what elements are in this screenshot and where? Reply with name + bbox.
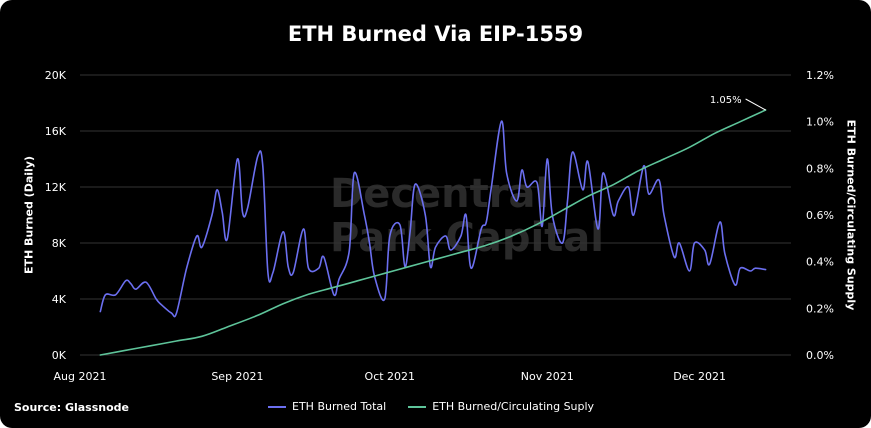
chart-title: ETH Burned Via EIP-1559: [287, 22, 584, 46]
y-right-tick-label: 1.0%: [806, 116, 834, 129]
legend-swatch-supply: [408, 405, 427, 408]
series-lines: [99, 109, 767, 356]
y-right-tick-label: 0.8%: [806, 162, 834, 175]
legend-label-burned: ETH Burned Total: [292, 400, 387, 413]
x-tick-label: Dec 2021: [673, 370, 726, 383]
y-left-tick-label: 0K: [52, 349, 67, 362]
x-tick-label: Nov 2021: [521, 370, 574, 383]
y-right-tick-label: 0.4%: [806, 256, 834, 269]
y-axis-right-label: ETH Burned/Circulating Supply: [844, 119, 858, 311]
axis-ticks: 0K 4K 8K 12K 16K 20K 0.0% 0.2% 0.4% 0.6% 0.8% 1.0% 1…: [45, 69, 834, 383]
legend: ETH Burned Total ETH Burned/Circulating …: [268, 400, 594, 413]
legend-label-supply: ETH Burned/Circulating Suply: [432, 400, 595, 413]
y-right-tick-label: 0.0%: [806, 349, 834, 362]
x-tick-label: Sep 2021: [211, 370, 263, 383]
grid-lines: [80, 74, 791, 356]
legend-item-supply: ETH Burned/Circulating Suply: [408, 400, 594, 413]
x-tick-label: Oct 2021: [365, 370, 416, 383]
series-line-supply: [99, 109, 767, 356]
y-axis-left-label: ETH Burned (Daily): [22, 155, 36, 275]
y-left-tick-label: 12K: [45, 181, 67, 194]
y-left-tick-label: 4K: [52, 293, 67, 306]
y-left-tick-label: 16K: [45, 125, 67, 138]
y-right-tick-label: 1.2%: [806, 69, 834, 82]
y-right-tick-label: 0.2%: [806, 302, 834, 315]
y-left-tick-label: 20K: [45, 69, 67, 82]
annotations: 1.05%: [710, 95, 766, 111]
legend-item-burned: ETH Burned Total: [268, 400, 386, 413]
source-note: Source: Glassnode: [14, 401, 129, 414]
annotation-leader: [745, 98, 766, 111]
annotation-label: 1.05%: [710, 95, 742, 106]
x-tick-label: Aug 2021: [54, 370, 107, 383]
legend-swatch-burned: [268, 405, 286, 408]
y-left-tick-label: 8K: [52, 237, 67, 250]
series-line-burned: [99, 120, 767, 318]
y-right-tick-label: 0.6%: [806, 209, 834, 222]
